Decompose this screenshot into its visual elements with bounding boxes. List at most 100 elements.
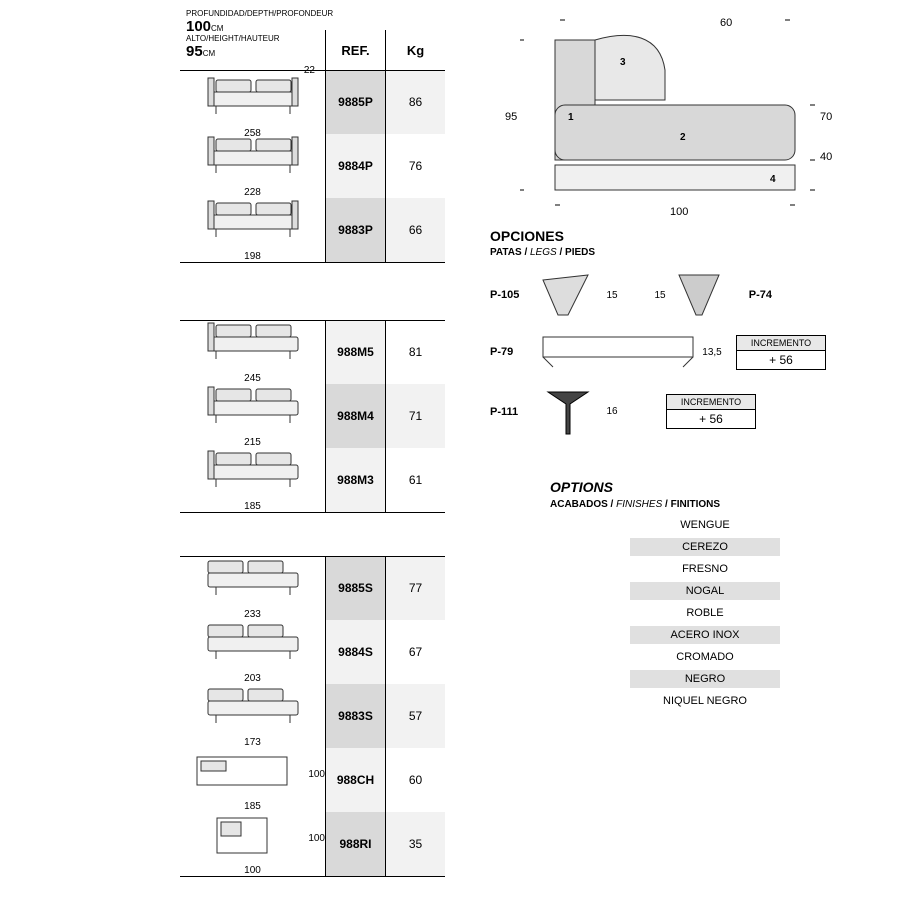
finish-item: CROMADO [630,648,780,666]
leg-p111-icon [538,384,598,439]
table-group-2: 2339885S772039884S671739883S57100185988C… [180,556,445,876]
finish-item: ROBLE [630,604,780,622]
kg-cell: 60 [385,748,445,812]
finish-list: WENGUECEREZOFRESNONOGALROBLEACERO INOXCR… [550,516,860,710]
leg-p74: P-74 [724,289,772,301]
increment-label-1: INCREMENTO [736,335,826,351]
patas-en: LEGS [530,247,557,258]
depth-value: 100 [186,18,211,35]
table-row: 2339885S77 [180,556,445,620]
depth-unit: CM [211,24,223,33]
options-block: OPTIONS ACABADOS / FINISHES / FINITIONS … [550,479,860,710]
leg-p79: P-79 [490,346,538,358]
leg-p111-dim: 16 [598,406,626,417]
kg-cell: 61 [385,448,445,512]
ref-cell: 9884P [325,134,385,198]
ref-cell: 988RI [325,812,385,876]
profile-svg: 60 95 1 2 3 4 70 40 100 [490,10,860,220]
sofa-icon: 233 [180,557,325,620]
ref-cell: 9884S [325,620,385,684]
opciones-title: OPCIONES [490,228,860,244]
profile-diagram: 60 95 1 2 3 4 70 40 100 [490,10,860,220]
kg-header: Kg [385,30,445,70]
profile-left-h: 95 [505,111,517,123]
table-row: 2289884P76 [180,134,445,198]
legs-section: P-105 15 15 P-74 P-79 13,5 INCREMENTO + … [490,270,860,439]
leg-row-3: P-111 16 INCREMENTO + 56 [490,384,860,439]
table-row: 100100988RI35 [180,812,445,876]
table-row: 185988M361 [180,448,445,512]
kg-cell: 57 [385,684,445,748]
finish-item: ACERO INOX [630,626,780,644]
leg-p111: P-111 [490,406,538,418]
sofa-icon: 100185 [180,749,325,812]
sofa-icon: 22258 [180,65,325,139]
leg-p74-icon [674,270,724,320]
table-row: 1989883P66 [180,198,445,262]
table-group-1: 245988M581215988M471185988M361 [180,320,445,512]
finish-item: WENGUE [630,516,780,534]
sofa-icon: 185 [180,449,325,512]
height-label: ALTO/HEIGHT/HAUTEUR [186,35,333,44]
leg-p105-dim: 15 [598,290,626,301]
ref-cell: 988M4 [325,384,385,448]
svg-text:2: 2 [680,132,686,143]
svg-text:1: 1 [568,112,574,123]
kg-cell: 77 [385,556,445,620]
kg-cell: 76 [385,134,445,198]
finish-item: NIQUEL NEGRO [630,692,780,710]
ref-cell: 9885S [325,556,385,620]
increment-val-2: + 56 [666,410,756,429]
leg-row-1: P-105 15 15 P-74 [490,270,860,320]
ref-header: REF. [325,30,385,70]
options-title: OPTIONS [550,479,860,495]
kg-cell: 71 [385,384,445,448]
sofa-icon: 203 [180,621,325,684]
leg-p105-icon [538,270,598,320]
finish-item: CEREZO [630,538,780,556]
sofa-icon: 215 [180,385,325,448]
finishes-en: FINISHES [616,499,662,510]
column-headers: REF. Kg [325,30,445,70]
svg-text:4: 4 [770,174,776,185]
increment-val-1: + 56 [736,351,826,370]
ref-cell: 988M5 [325,320,385,384]
table-row: 245988M581 [180,320,445,384]
finishes-fr: / FINITIONS [662,499,720,510]
patas-es: PATAS / [490,247,530,258]
leg-p79-dim: 13,5 [698,347,726,358]
finish-item: NEGRO [630,670,780,688]
finishes-subtitle: ACABADOS / FINISHES / FINITIONS [550,499,860,510]
svg-text:40: 40 [820,151,832,163]
ref-cell: 988M3 [325,448,385,512]
kg-cell: 81 [385,320,445,384]
ref-cell: 9883P [325,198,385,262]
sofa-icon: 228 [180,135,325,198]
ref-cell: 9883S [325,684,385,748]
table-row: 1739883S57 [180,684,445,748]
sofa-icon: 173 [180,685,325,748]
svg-text:3: 3 [620,57,626,68]
kg-cell: 66 [385,198,445,262]
table-row: 2039884S67 [180,620,445,684]
profile-top-w: 60 [720,17,732,29]
leg-p79-icon [538,332,698,372]
finishes-es: ACABADOS / [550,499,616,510]
patas-fr: / PIEDS [557,247,595,258]
sofa-icon: 245 [180,321,325,384]
finish-item: FRESNO [630,560,780,578]
table-row: 100185988CH60 [180,748,445,812]
sofa-icon: 100100 [180,813,325,876]
leg-p105: P-105 [490,289,538,301]
table-row: 215988M471 [180,384,445,448]
kg-cell: 67 [385,620,445,684]
table-group-0: 222589885P862289884P761989883P66 [180,70,445,262]
leg-p74-dim: 15 [646,290,674,301]
header-dimensions: PROFUNDIDAD/DEPTH/PROFONDEUR 100CM ALTO/… [186,10,333,61]
svg-text:70: 70 [820,111,832,123]
leg-row-2: P-79 13,5 INCREMENTO + 56 [490,332,860,372]
sofa-icon: 198 [180,199,325,262]
svg-text:100: 100 [670,206,688,218]
height-unit: CM [203,49,215,58]
kg-cell: 35 [385,812,445,876]
